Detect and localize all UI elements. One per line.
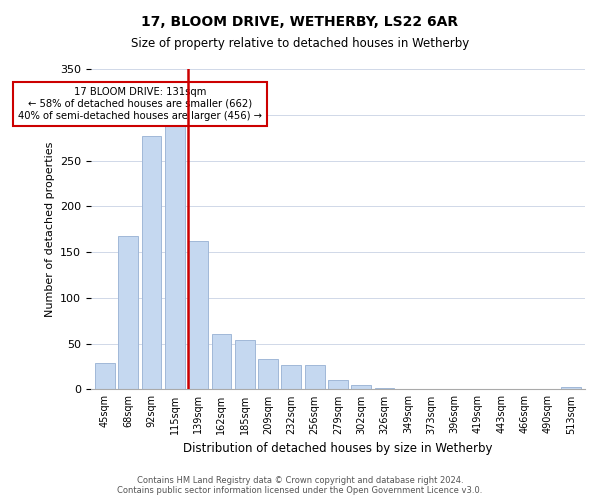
Bar <box>374 388 394 390</box>
Text: 17 BLOOM DRIVE: 131sqm
← 58% of detached houses are smaller (662)
40% of semi-de: 17 BLOOM DRIVE: 131sqm ← 58% of detached… <box>18 88 262 120</box>
Bar <box>258 359 278 390</box>
Bar <box>235 340 254 390</box>
Text: 17, BLOOM DRIVE, WETHERBY, LS22 6AR: 17, BLOOM DRIVE, WETHERBY, LS22 6AR <box>142 15 458 29</box>
Bar <box>188 241 208 390</box>
Bar <box>142 136 161 390</box>
Bar <box>118 236 138 390</box>
Bar <box>212 334 232 390</box>
Bar <box>95 363 115 390</box>
Bar <box>468 388 488 390</box>
Bar <box>305 364 325 390</box>
Text: Contains HM Land Registry data © Crown copyright and database right 2024.
Contai: Contains HM Land Registry data © Crown c… <box>118 476 482 495</box>
Bar <box>281 364 301 390</box>
Bar <box>328 380 348 390</box>
Y-axis label: Number of detached properties: Number of detached properties <box>44 142 55 317</box>
X-axis label: Distribution of detached houses by size in Wetherby: Distribution of detached houses by size … <box>183 442 493 455</box>
Bar <box>561 386 581 390</box>
Text: Size of property relative to detached houses in Wetherby: Size of property relative to detached ho… <box>131 38 469 51</box>
Bar <box>398 388 418 390</box>
Bar <box>352 385 371 390</box>
Bar <box>165 124 185 390</box>
